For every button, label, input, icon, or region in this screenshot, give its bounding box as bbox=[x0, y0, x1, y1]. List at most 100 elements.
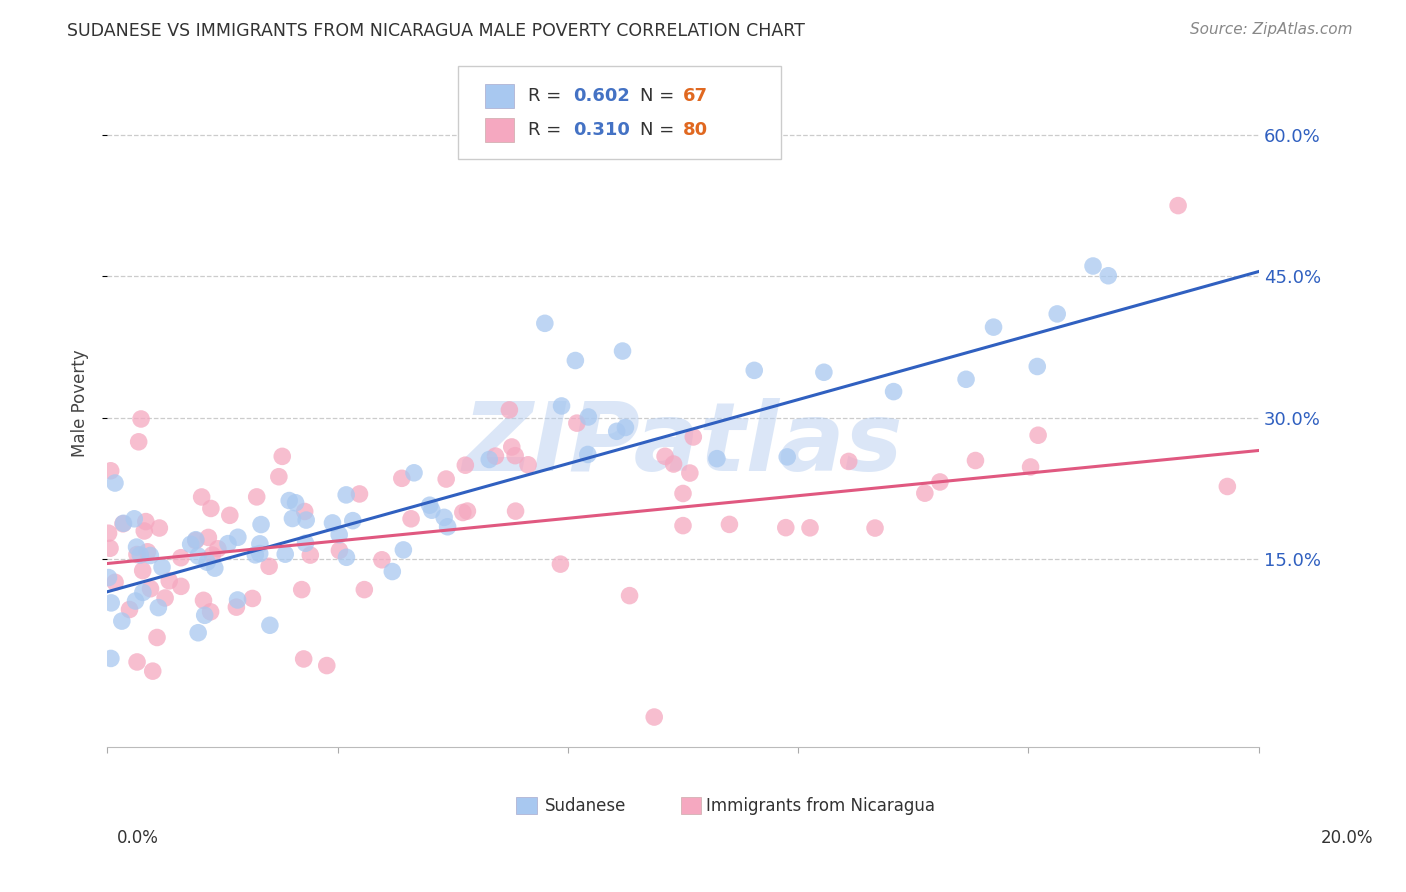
Point bbox=[294, 504, 316, 518]
Text: 67: 67 bbox=[683, 87, 709, 104]
Text: ZIPatlas: ZIPatlas bbox=[463, 398, 903, 491]
Point bbox=[550, 557, 572, 571]
Point bbox=[136, 545, 159, 559]
Point bbox=[1167, 198, 1189, 212]
Point bbox=[1081, 259, 1104, 273]
Point bbox=[929, 475, 952, 489]
Point bbox=[1216, 479, 1239, 493]
Point bbox=[295, 513, 318, 527]
Point bbox=[281, 511, 304, 525]
Point bbox=[201, 548, 224, 562]
Point bbox=[863, 521, 886, 535]
Point bbox=[612, 344, 634, 359]
Point bbox=[153, 591, 176, 605]
Point bbox=[294, 536, 316, 550]
Point bbox=[576, 447, 599, 461]
Text: 0.310: 0.310 bbox=[574, 121, 630, 139]
Point bbox=[799, 521, 821, 535]
Point bbox=[742, 363, 765, 377]
Point bbox=[242, 591, 264, 606]
Point bbox=[353, 582, 375, 597]
Point bbox=[478, 452, 501, 467]
Point bbox=[451, 506, 474, 520]
Point bbox=[124, 594, 146, 608]
Y-axis label: Male Poverty: Male Poverty bbox=[72, 350, 89, 458]
FancyBboxPatch shape bbox=[485, 118, 513, 142]
Point bbox=[484, 449, 506, 463]
Point bbox=[1097, 268, 1119, 283]
Text: 0.0%: 0.0% bbox=[117, 829, 159, 847]
Point bbox=[197, 531, 219, 545]
Point bbox=[501, 440, 523, 454]
Point bbox=[104, 575, 127, 590]
Point bbox=[207, 541, 229, 556]
Point bbox=[328, 543, 350, 558]
Point bbox=[776, 450, 799, 464]
Point bbox=[184, 533, 207, 548]
Point bbox=[104, 476, 127, 491]
Point bbox=[146, 631, 169, 645]
Point bbox=[299, 548, 322, 562]
Point bbox=[246, 490, 269, 504]
Point bbox=[342, 514, 364, 528]
Point bbox=[128, 434, 150, 449]
Point bbox=[135, 515, 157, 529]
Point bbox=[503, 449, 526, 463]
Point bbox=[292, 652, 315, 666]
Point bbox=[226, 593, 249, 607]
Point bbox=[371, 553, 394, 567]
Point bbox=[129, 412, 152, 426]
Point bbox=[217, 536, 239, 550]
Text: 80: 80 bbox=[683, 121, 709, 139]
Point bbox=[100, 464, 122, 478]
Point bbox=[204, 561, 226, 575]
Point bbox=[170, 550, 193, 565]
Point bbox=[194, 608, 217, 623]
Point bbox=[328, 527, 350, 541]
Point bbox=[97, 571, 120, 585]
Point bbox=[321, 516, 343, 530]
Point bbox=[718, 517, 741, 532]
Point bbox=[682, 430, 704, 444]
Point bbox=[139, 549, 162, 563]
Point bbox=[498, 403, 520, 417]
Point bbox=[193, 593, 215, 607]
Point bbox=[250, 517, 273, 532]
Point bbox=[606, 425, 628, 439]
Point bbox=[112, 516, 135, 531]
Point bbox=[1046, 307, 1069, 321]
Point bbox=[433, 510, 456, 524]
Point bbox=[131, 564, 153, 578]
Point bbox=[218, 508, 240, 523]
Point bbox=[187, 625, 209, 640]
Text: Sudanese: Sudanese bbox=[546, 797, 626, 814]
Point bbox=[267, 469, 290, 483]
Point bbox=[565, 416, 588, 430]
FancyBboxPatch shape bbox=[458, 67, 780, 160]
Text: Source: ZipAtlas.com: Source: ZipAtlas.com bbox=[1189, 22, 1353, 37]
Point bbox=[662, 457, 685, 471]
Point bbox=[456, 504, 478, 518]
Point bbox=[259, 618, 281, 632]
Point bbox=[284, 496, 307, 510]
Point bbox=[381, 565, 404, 579]
FancyBboxPatch shape bbox=[516, 797, 537, 814]
Point bbox=[1019, 460, 1042, 475]
Text: 20.0%: 20.0% bbox=[1320, 829, 1374, 847]
Point bbox=[129, 548, 152, 562]
Point bbox=[679, 466, 702, 480]
Point bbox=[643, 710, 665, 724]
Point bbox=[111, 516, 134, 531]
Point bbox=[965, 453, 987, 467]
Text: N =: N = bbox=[640, 87, 681, 104]
Point bbox=[654, 450, 676, 464]
Point bbox=[564, 353, 586, 368]
Point bbox=[576, 409, 599, 424]
Text: Immigrants from Nicaragua: Immigrants from Nicaragua bbox=[706, 797, 935, 814]
Point bbox=[200, 605, 222, 619]
Point bbox=[184, 533, 207, 547]
Point bbox=[419, 498, 441, 512]
Point bbox=[139, 582, 162, 596]
Point bbox=[1026, 359, 1049, 374]
Point bbox=[391, 471, 413, 485]
